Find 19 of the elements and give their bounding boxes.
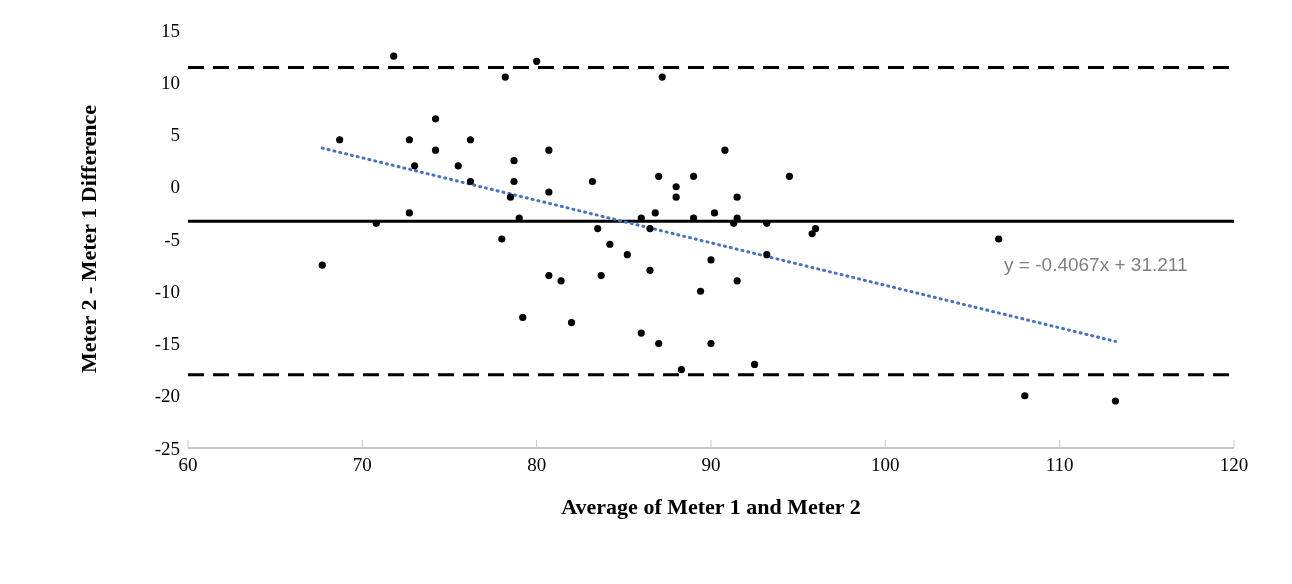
x-tick-label: 80 [527,454,547,476]
y-tick-label: -25 [154,437,180,459]
y-tick-label: 5 [170,124,180,146]
x-tick-label: 100 [871,454,900,476]
y-tick-label: 0 [170,176,180,198]
x-tick-label: 110 [1045,454,1074,476]
y-tick-label: 10 [161,72,180,93]
x-axis-title: Average of Meter 1 and Meter 2 [561,494,861,519]
annotation: y = -0.4067x + 31.211 [1004,253,1188,276]
x-tick-label: 70 [352,454,372,476]
y-tick-label: -15 [154,333,180,355]
y-axis-title: Meter 2 - Meter 1 Difference [75,104,101,374]
y-tick-label: -5 [164,228,180,250]
x-tick-label: 60 [178,454,198,476]
x-tick-label: 120 [1219,454,1249,476]
x-tick-label: 90 [701,454,721,476]
y-tick-label: -10 [154,280,180,302]
y-tick-label: -20 [154,385,180,407]
y-tick-label: 15 [161,19,180,41]
